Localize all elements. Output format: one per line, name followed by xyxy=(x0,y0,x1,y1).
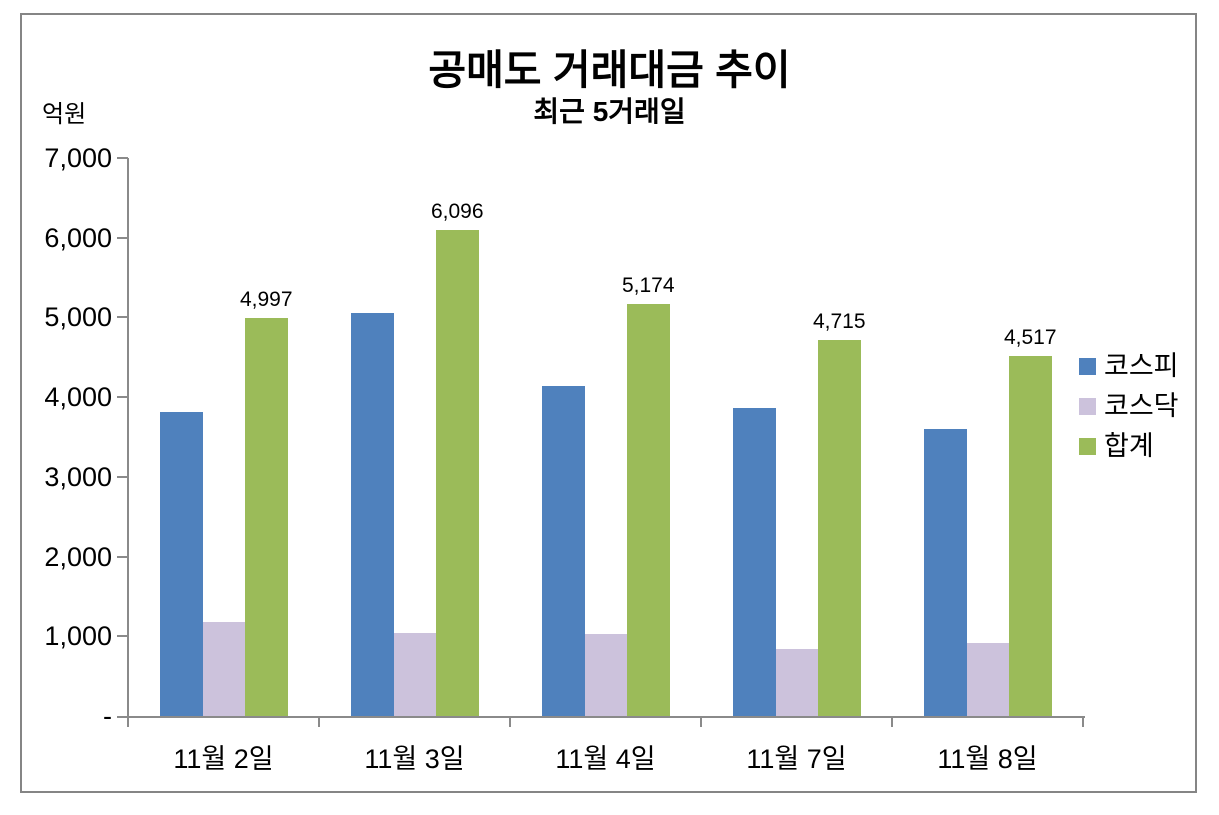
bar-kosdaq-2 xyxy=(584,633,627,716)
bar-kospi-0 xyxy=(160,411,203,716)
legend-label-total: 합계 xyxy=(1104,431,1154,461)
bar-total-1 xyxy=(436,230,479,716)
legend-swatch-total xyxy=(1079,438,1096,455)
bar-value-label: 4,715 xyxy=(812,310,866,334)
y-axis-unit-label: 억원 xyxy=(42,101,87,128)
bar-total-3 xyxy=(818,340,861,716)
chart-subtitle: 최근 5거래일 xyxy=(533,96,686,127)
x-axis-tick xyxy=(318,716,320,727)
x-axis-tick xyxy=(700,716,702,727)
x-axis-category-label: 11월 2일 xyxy=(173,744,274,774)
y-axis-tick xyxy=(117,236,128,239)
y-axis-tick xyxy=(117,635,128,638)
bar-kosdaq-4 xyxy=(966,642,1009,716)
x-axis-tick xyxy=(891,716,893,727)
y-axis-tick-label: 5,000 xyxy=(44,302,112,333)
bar-kosdaq-1 xyxy=(393,633,436,716)
bar-value-label: 4,517 xyxy=(1003,325,1057,349)
bar-kospi-4 xyxy=(924,429,967,716)
y-axis-tick xyxy=(117,555,128,558)
x-axis-tick xyxy=(509,716,511,727)
y-axis-tick-label: 3,000 xyxy=(44,461,112,492)
legend-item-kosdaq: 코스닥 xyxy=(1079,391,1179,422)
bar-kosdaq-3 xyxy=(775,648,818,716)
y-axis-tick xyxy=(117,157,128,159)
x-axis-category-label: 11월 3일 xyxy=(364,744,465,774)
y-axis-tick xyxy=(117,316,128,319)
y-axis-line xyxy=(127,158,129,727)
y-axis-tick xyxy=(117,396,128,399)
legend-label-kospi: 코스피 xyxy=(1104,351,1179,381)
bar-total-2 xyxy=(627,303,670,716)
bar-value-label: 4,997 xyxy=(239,287,293,311)
y-axis-tick-label: 4,000 xyxy=(44,382,112,413)
legend-item-kospi: 코스피 xyxy=(1079,351,1179,382)
x-axis-category-label: 11월 4일 xyxy=(555,744,656,774)
y-axis-tick-label: 2,000 xyxy=(44,541,112,572)
x-axis-tick xyxy=(1082,716,1084,727)
legend-swatch-kosdaq xyxy=(1079,398,1096,415)
x-axis-category-label: 11월 8일 xyxy=(937,744,1038,774)
y-axis-tick-label: 7,000 xyxy=(44,143,112,173)
legend-swatch-kospi xyxy=(1079,358,1096,375)
bar-kospi-1 xyxy=(351,312,394,716)
y-axis-tick-label: 1,000 xyxy=(44,621,112,652)
y-axis-tick-label: - xyxy=(103,701,112,731)
legend-label-kosdaq: 코스닥 xyxy=(1104,391,1179,421)
chart-title: 공매도 거래대금 추이 xyxy=(428,47,791,93)
x-axis-tick xyxy=(127,716,129,727)
x-axis-category-label: 11월 7일 xyxy=(746,744,847,774)
y-axis-tick-label: 6,000 xyxy=(44,222,112,253)
bar-total-0 xyxy=(245,317,288,716)
bar-value-label: 6,096 xyxy=(430,200,484,224)
y-axis-tick xyxy=(117,475,128,478)
bar-value-label: 5,174 xyxy=(621,273,675,297)
bar-kospi-2 xyxy=(542,385,585,716)
bar-kosdaq-0 xyxy=(202,621,245,716)
x-axis-line xyxy=(117,716,1085,718)
bar-kospi-3 xyxy=(733,407,776,716)
bar-total-4 xyxy=(1009,355,1052,716)
legend-item-total: 합계 xyxy=(1079,431,1179,462)
